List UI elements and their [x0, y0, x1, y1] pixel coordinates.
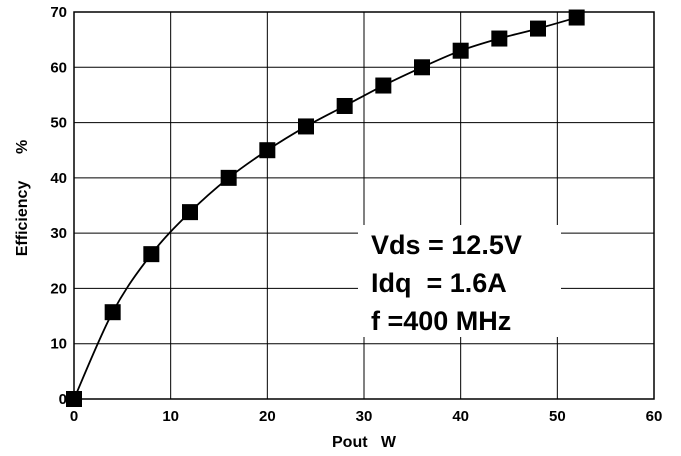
y-tick-label: 30: [50, 225, 67, 242]
annotation-box: [358, 225, 561, 337]
data-point-3: [182, 204, 198, 221]
x-tick-label: 20: [259, 408, 276, 425]
plot-frame: [73, 11, 655, 400]
y-tick-label: 70: [50, 4, 67, 21]
data-point-11: [491, 30, 508, 47]
x-tick-label: 40: [452, 408, 469, 425]
y-axis-title: Efficiency %: [14, 140, 31, 256]
x-tick-label: 30: [356, 408, 373, 425]
data-point-10: [452, 42, 469, 59]
x-axis-title: Pout W: [332, 434, 397, 451]
data-point-12: [530, 20, 546, 37]
data-point-13: [568, 9, 585, 26]
y-tick-label: 50: [50, 115, 67, 132]
annotation-vds: Vds = 12.5V: [371, 230, 522, 260]
x-tick-labels: 0 10 20 30 40 50 60: [70, 408, 663, 425]
data-point-9: [414, 59, 430, 76]
y-tick-label: 60: [50, 59, 67, 76]
y-tick-labels: 0 10 20 30 40 50 60 70: [50, 4, 67, 408]
data-point-2: [143, 246, 160, 263]
data-point-5: [259, 142, 276, 159]
annotation-freq: f =400 MHz: [371, 306, 511, 336]
annotation-idq: Idq = 1.6A: [371, 268, 507, 298]
x-tick-label: 0: [70, 408, 78, 425]
data-point-7: [336, 97, 353, 114]
data-point-0: [66, 391, 82, 407]
x-tick-label: 10: [162, 408, 179, 425]
y-tick-label: 0: [59, 391, 67, 408]
y-tick-label: 40: [50, 170, 67, 187]
data-markers: [66, 9, 585, 407]
x-tick-label: 50: [549, 408, 566, 425]
y-tick-label: 10: [50, 336, 67, 353]
data-point-6: [298, 118, 314, 135]
data-point-4: [220, 169, 237, 186]
data-point-8: [375, 77, 392, 94]
y-tick-label: 20: [50, 280, 67, 297]
data-point-1: [104, 304, 121, 321]
x-tick-label: 60: [646, 408, 663, 425]
